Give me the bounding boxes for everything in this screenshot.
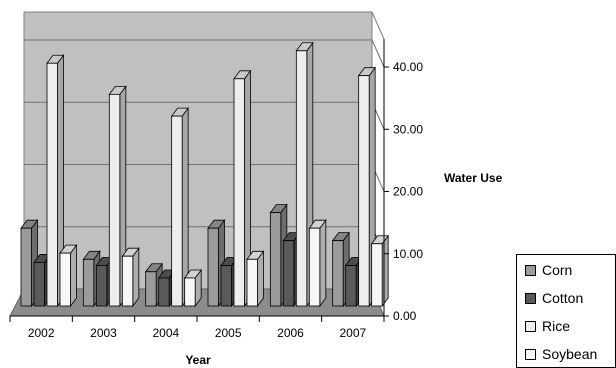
x-tick-label: 2006 — [277, 326, 304, 340]
x-tick-label: 2005 — [215, 326, 242, 340]
plot-area — [9, 11, 385, 317]
legend-item-cotton: Cotton — [525, 289, 583, 307]
x-tick-label: 2003 — [90, 326, 117, 340]
x-tick-label: 2004 — [152, 326, 179, 340]
legend-item-corn: Corn — [525, 261, 572, 279]
x-tick-label: 2002 — [28, 326, 55, 340]
bar-soybean-2007 — [370, 234, 389, 308]
y-tick-label: 0.00 — [393, 309, 417, 323]
legend-label-rice: Rice — [542, 318, 571, 334]
legend-item-rice: Rice — [525, 317, 570, 335]
bar-soybean-2006 — [308, 218, 327, 308]
gridline-side — [371, 39, 385, 68]
legend-item-soybean: Soybean — [525, 345, 597, 363]
legend-swatch-soybean — [525, 348, 536, 360]
legend-swatch-rice — [525, 320, 536, 332]
legend-swatch-cotton — [525, 292, 536, 304]
legend: Corn Cotton Rice Soybean — [516, 254, 616, 368]
y-tick-label: 30.00 — [393, 122, 423, 136]
bar-soybean-2002 — [59, 243, 78, 308]
legend-label-soybean: Soybean — [542, 346, 598, 362]
bar-soybean-2005 — [246, 250, 265, 308]
y-axis-title: Water Use — [444, 171, 503, 185]
x-axis-title: Year — [185, 353, 211, 367]
legend-swatch-corn — [525, 264, 536, 276]
x-tick-label: 2007 — [339, 326, 366, 340]
bars — [20, 41, 389, 308]
y-tick-label: 10.00 — [393, 247, 423, 261]
y-tick-label: 40.00 — [393, 60, 423, 74]
bar-soybean-2004 — [183, 268, 202, 308]
x-axis: 2002 2003 2004 2005 2006 2007 — [9, 315, 385, 340]
legend-label-corn: Corn — [542, 262, 573, 278]
legend-label-cotton: Cotton — [542, 290, 584, 306]
bar-rice-2003 — [108, 85, 127, 308]
bar-soybean-2003 — [121, 246, 140, 308]
y-tick-label: 20.00 — [393, 185, 423, 199]
y-axis: 0.00 10.00 20.00 30.00 40.00 — [383, 39, 423, 323]
